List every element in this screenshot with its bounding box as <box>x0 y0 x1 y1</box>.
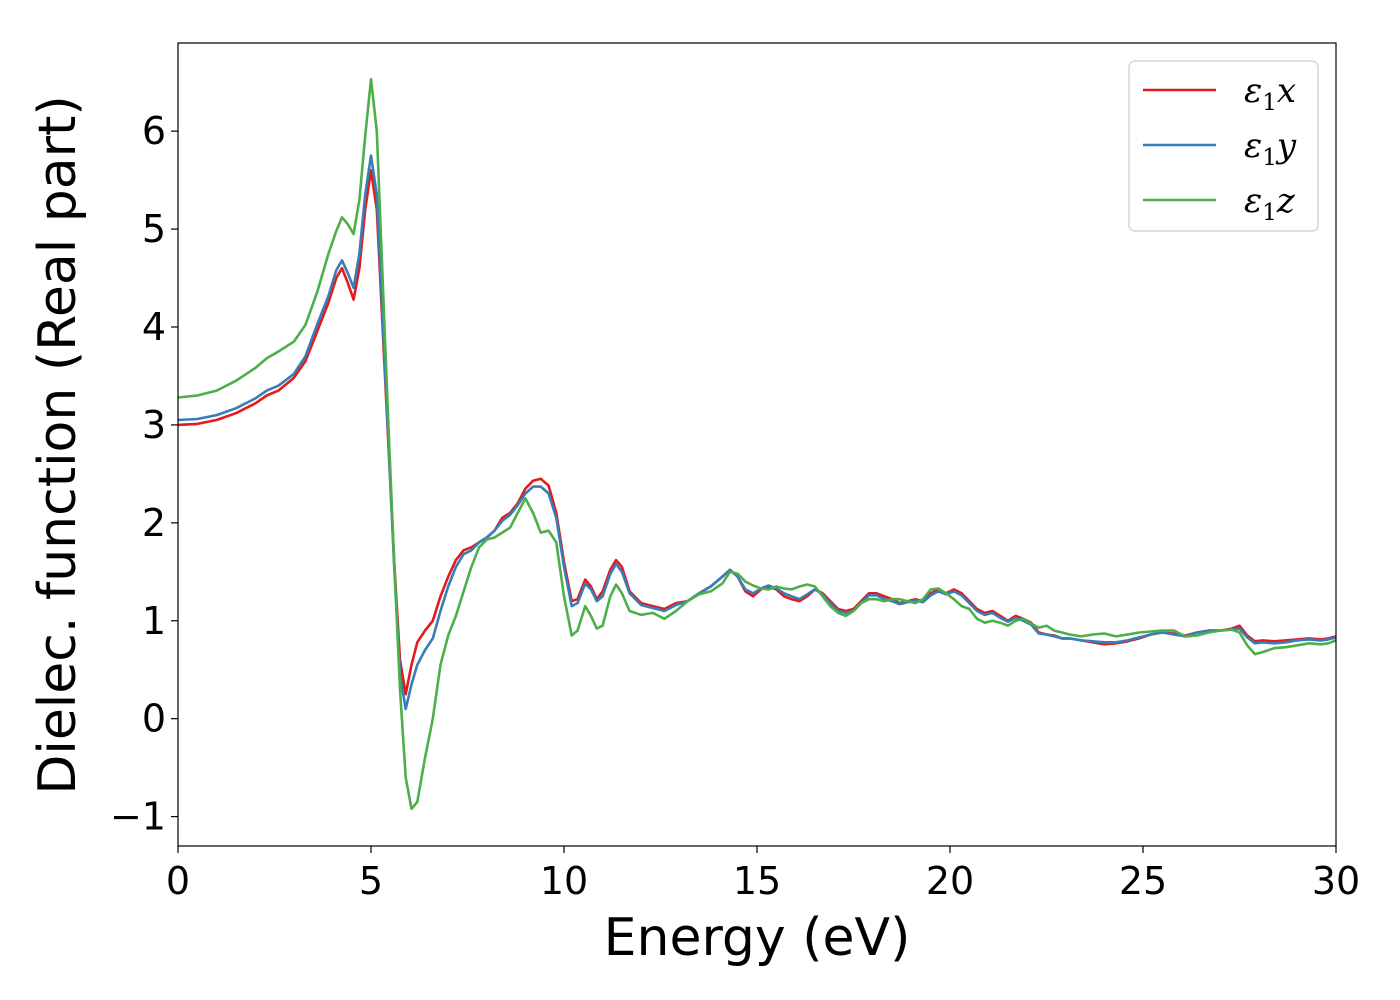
legend-label-base: ε <box>1244 126 1262 166</box>
y-axis-title: Dielec. function (Real part) <box>28 95 88 794</box>
x-axis-title: Energy (eV) <box>604 908 911 968</box>
legend-label-base: ε <box>1244 71 1262 111</box>
legend-label-x: ε1x <box>1244 71 1296 116</box>
y-tick-label: 1 <box>142 599 166 643</box>
y-tick-label: 3 <box>142 403 166 447</box>
y-tick-label: −1 <box>110 795 166 839</box>
x-tick-label: 30 <box>1312 859 1360 903</box>
series-layer <box>178 77 1336 811</box>
y-tick-label: 6 <box>142 109 166 153</box>
legend-label-component: x <box>1277 71 1296 111</box>
legend-label-base: ε <box>1244 181 1262 221</box>
legend-box <box>1128 60 1319 232</box>
x-tick-label: 15 <box>733 859 781 903</box>
series-line-z <box>178 77 1336 811</box>
y-axis: −1 0 1 2 3 4 5 6 <box>110 109 178 839</box>
legend-label-component: y <box>1275 126 1297 166</box>
legend-label-component: z <box>1276 181 1296 221</box>
x-tick-label: 20 <box>926 859 974 903</box>
x-tick-label: 25 <box>1119 859 1167 903</box>
y-tick-label: 2 <box>142 501 166 545</box>
legend-label-subscript: 1 <box>1262 90 1277 116</box>
x-tick-label: 10 <box>540 859 588 903</box>
legend-label-z: ε1z <box>1244 181 1296 226</box>
y-tick-label: 0 <box>142 697 166 741</box>
legend-label-y: ε1y <box>1244 126 1297 171</box>
y-tick-label: 4 <box>142 305 166 349</box>
x-axis: 0 5 10 15 20 25 30 <box>166 846 1360 903</box>
x-tick-label: 5 <box>359 859 383 903</box>
y-tick-label: 5 <box>142 207 166 251</box>
x-tick-label: 0 <box>166 859 190 903</box>
legend-label-subscript: 1 <box>1262 145 1277 171</box>
legend-label-subscript: 1 <box>1262 200 1277 226</box>
